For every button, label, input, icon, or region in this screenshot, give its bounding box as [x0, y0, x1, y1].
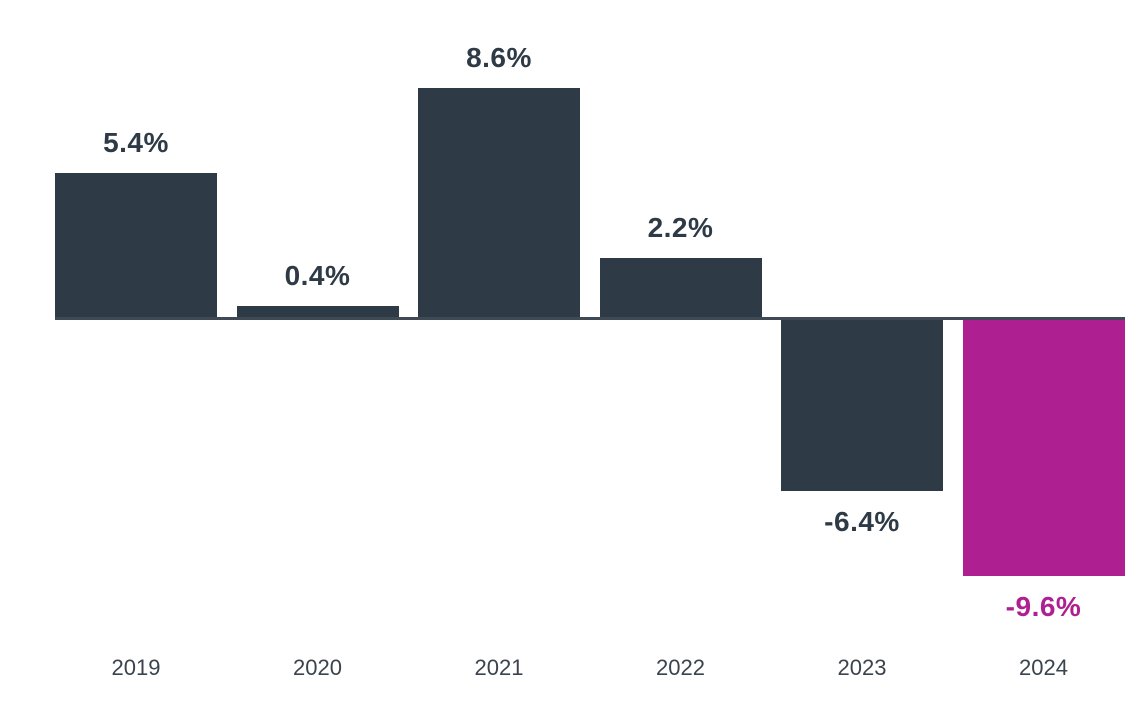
bar-2023 [781, 320, 943, 491]
bar-2024 [962, 320, 1125, 576]
value-label-2024: -9.6% [1005, 590, 1082, 622]
bar-2019 [55, 173, 217, 317]
bar-2021 [418, 87, 580, 317]
value-label-2022: 2.2% [647, 212, 714, 244]
bar-2020 [236, 306, 399, 317]
value-label-2023: -6.4% [824, 505, 900, 537]
tick-label-2020: 2020 [293, 655, 342, 680]
tick-label-2019: 2019 [111, 655, 161, 680]
tick-label-2023: 2023 [837, 655, 887, 680]
tick-label-2022: 2022 [656, 655, 705, 680]
tick-label-2021: 2021 [474, 655, 524, 680]
tick-label-2024: 2024 [1019, 655, 1068, 680]
bar-2022 [599, 258, 762, 317]
value-label-2020: 0.4% [284, 260, 351, 292]
x-axis-zero-line [55, 317, 1125, 320]
value-label-2019: 5.4% [103, 127, 169, 159]
value-label-2021: 8.6% [466, 41, 532, 73]
